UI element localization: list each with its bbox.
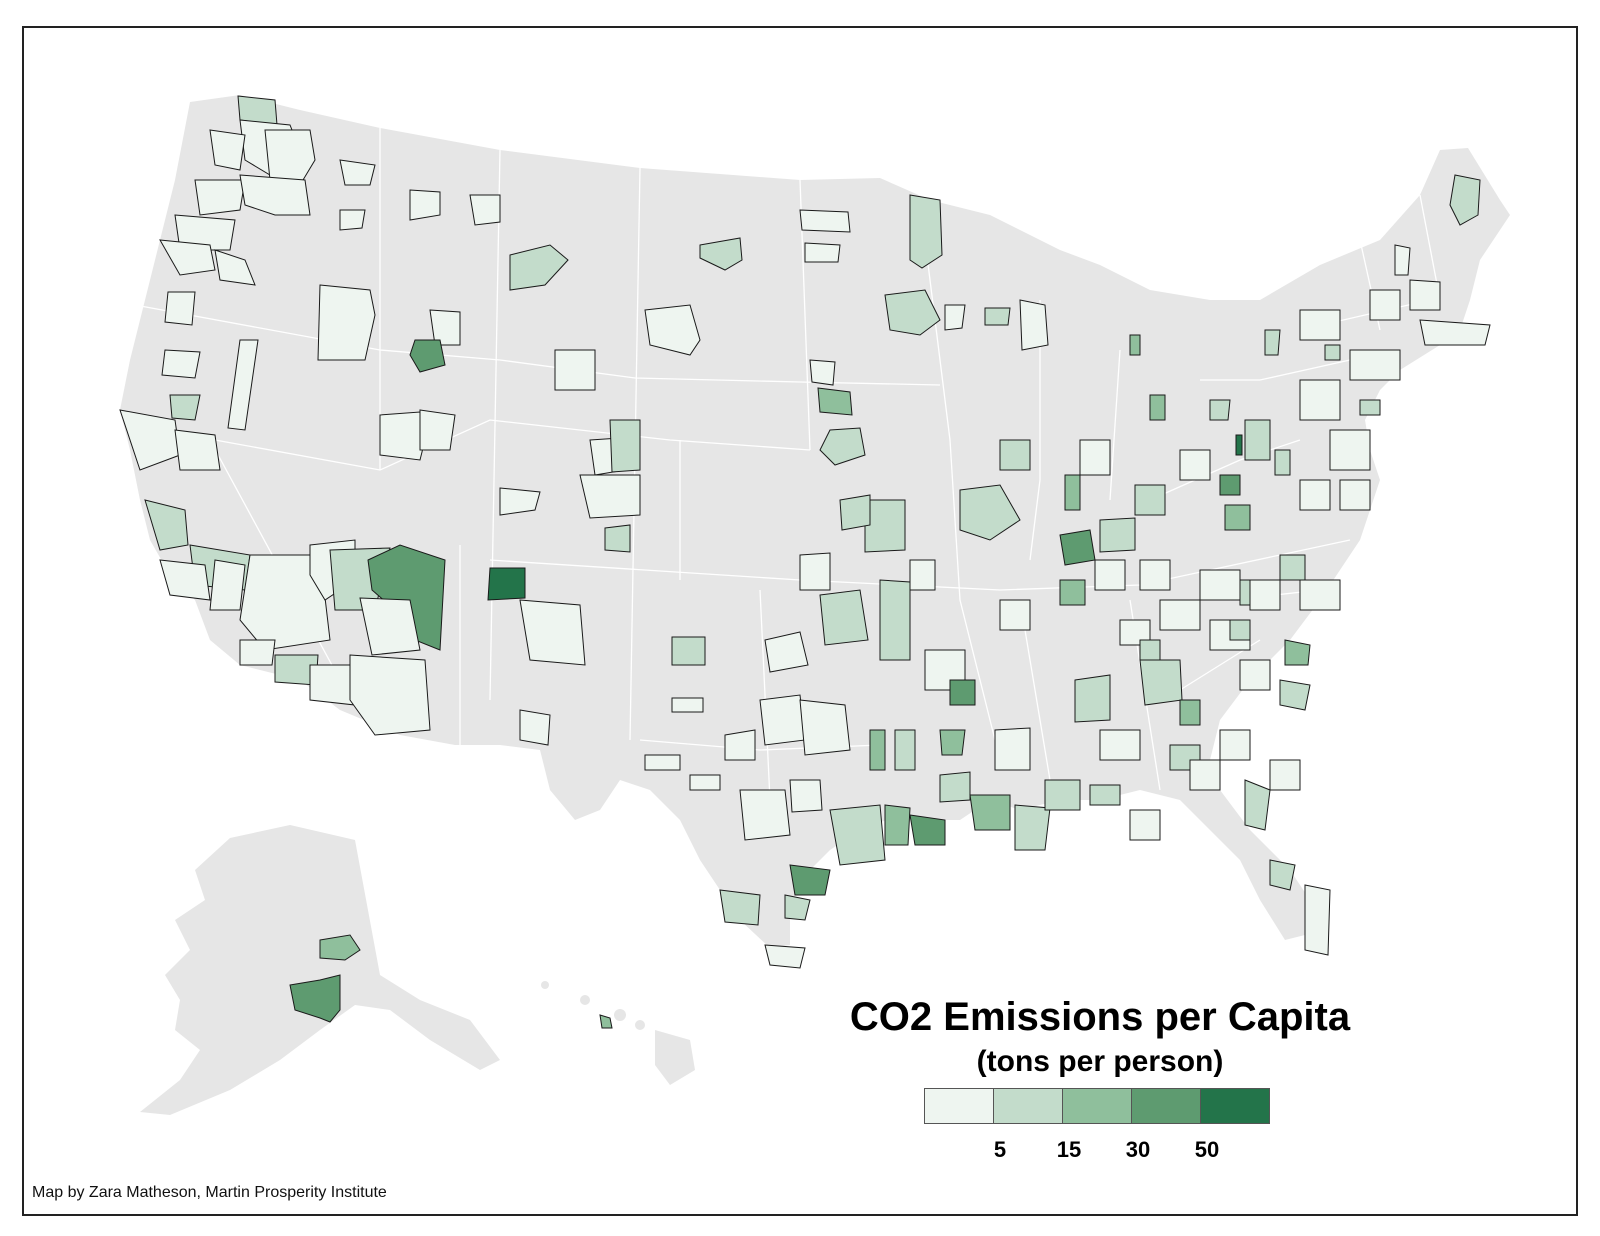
- hawaii-landmass: [541, 981, 695, 1085]
- legend-break-label: 30: [1125, 1137, 1151, 1162]
- alaska-landmass: [140, 825, 500, 1115]
- legend-break-label: 50: [1194, 1137, 1220, 1162]
- metro-regions: [119, 95, 1491, 1029]
- map-subtitle: (tons per person): [976, 1045, 1224, 1078]
- legend-break-label: 15: [1056, 1137, 1082, 1162]
- legend-swatch-2: [993, 1088, 1063, 1124]
- map-credit: Map by Zara Matheson, Martin Prosperity …: [32, 1184, 387, 1201]
- legend-swatch-1: [924, 1088, 994, 1124]
- us-landmass: [120, 95, 1510, 948]
- legend-color-scale: [924, 1088, 1270, 1124]
- legend-break-labels: 5 15 30 50: [924, 1137, 1284, 1167]
- legend-swatch-3: [1062, 1088, 1132, 1124]
- legend-swatch-4: [1131, 1088, 1201, 1124]
- map-title: CO2 Emissions per Capita: [849, 995, 1351, 1039]
- legend-swatch-5: [1200, 1088, 1270, 1124]
- legend-break-label: 5: [993, 1137, 1007, 1162]
